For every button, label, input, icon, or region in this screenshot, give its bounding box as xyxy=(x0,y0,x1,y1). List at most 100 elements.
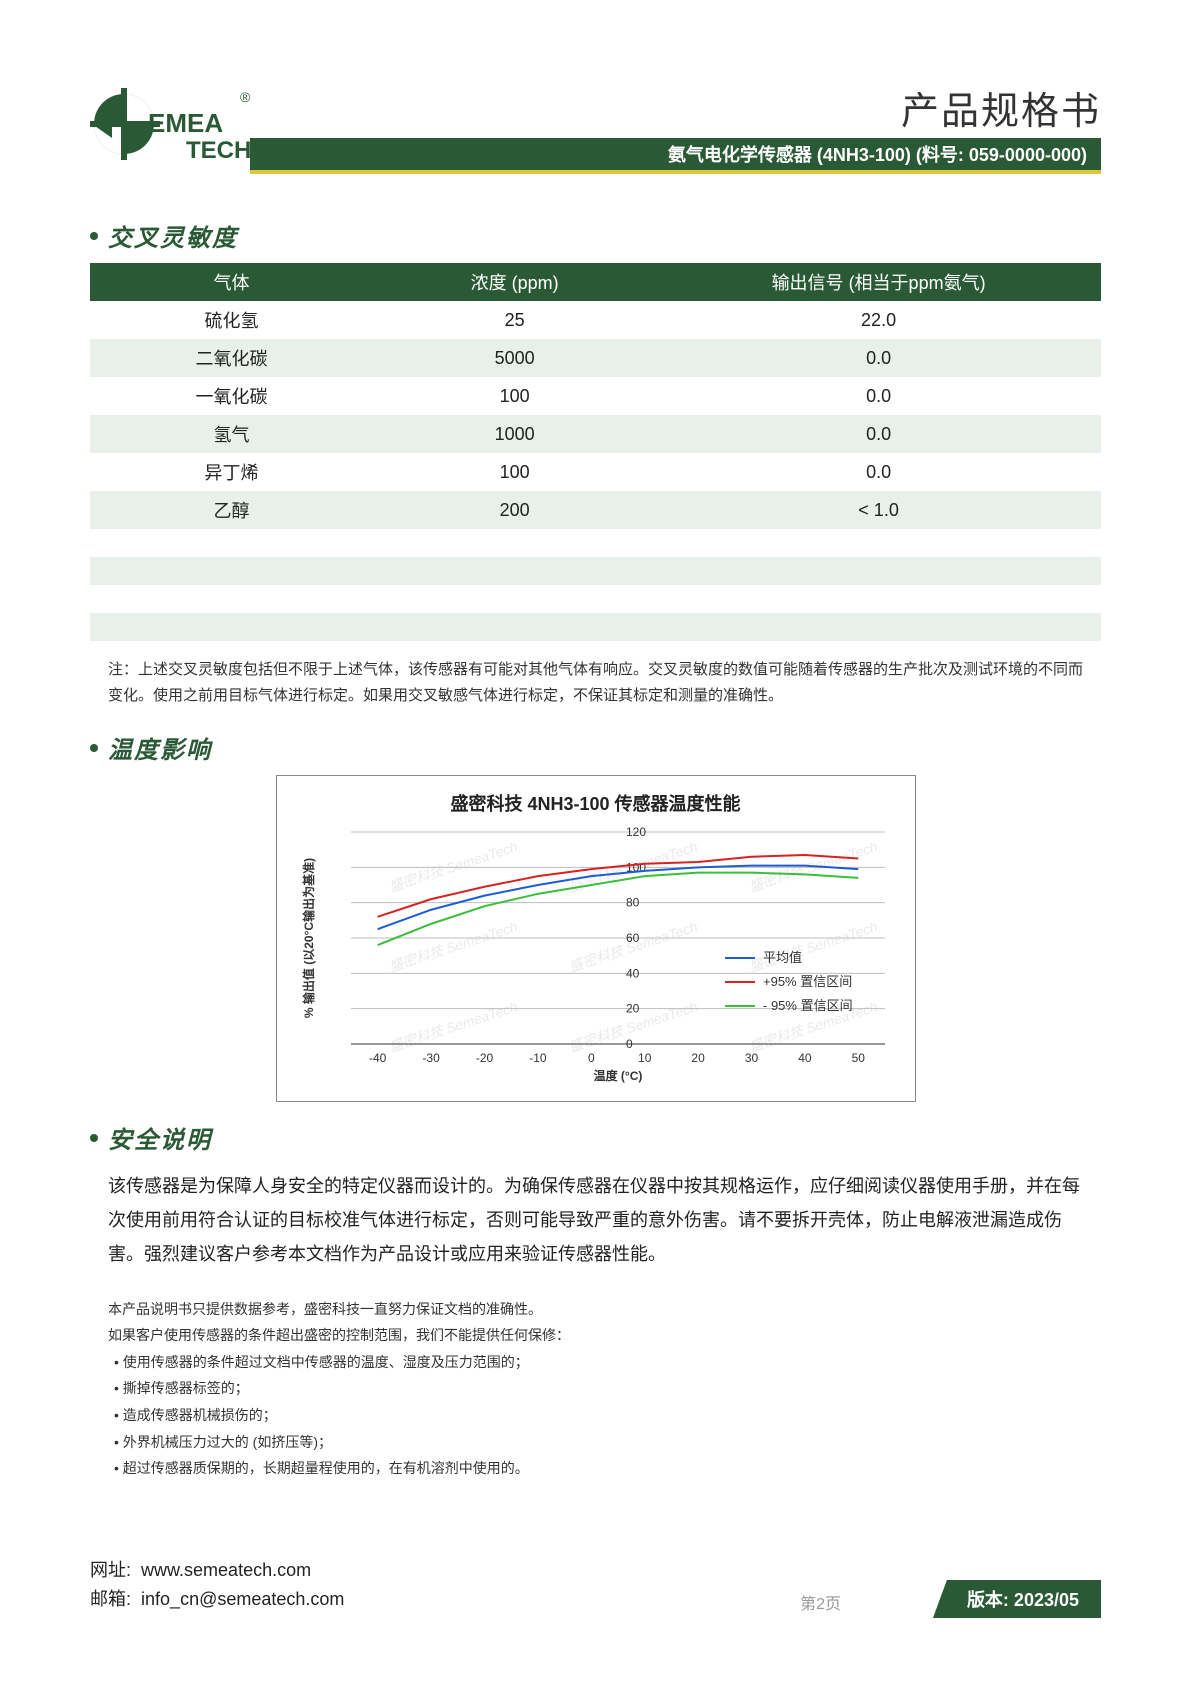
table-cell xyxy=(656,557,1101,585)
table-row xyxy=(90,585,1101,613)
section-title: 温度影响 xyxy=(108,730,212,765)
table-cell xyxy=(656,613,1101,641)
table-cell: 异丁烯 xyxy=(90,453,373,491)
bullet-icon xyxy=(90,232,98,240)
disclaimer-intro-2: 如果客户使用传感器的条件超出盛密的控制范围，我们不能提供任何保修： xyxy=(108,1322,1091,1349)
section-title: 安全说明 xyxy=(108,1120,212,1155)
table-cell xyxy=(90,529,373,557)
table-cell: 25 xyxy=(373,301,656,339)
table-cell xyxy=(656,529,1101,557)
svg-text:60: 60 xyxy=(626,931,640,945)
disclaimer-item: • 造成传感器机械损伤的； xyxy=(108,1402,1091,1429)
svg-text:+95% 置信区间: +95% 置信区间 xyxy=(763,974,852,989)
svg-text:80: 80 xyxy=(626,896,640,910)
table-cell xyxy=(90,557,373,585)
table-cell: 乙醇 xyxy=(90,491,373,529)
table-cell: 0.0 xyxy=(656,339,1101,377)
cross-sensitivity-table: 气体浓度 (ppm)输出信号 (相当于ppm氨气) 硫化氢2522.0二氧化碳5… xyxy=(90,263,1101,641)
table-cell xyxy=(373,529,656,557)
svg-text:-10: -10 xyxy=(529,1051,547,1065)
table-cell: < 1.0 xyxy=(656,491,1101,529)
footer-url-label: 网址: xyxy=(90,1560,131,1580)
section-heading-cross-sensitivity: 交叉灵敏度 xyxy=(90,218,1101,253)
table-cell: 100 xyxy=(373,453,656,491)
table-row: 一氧化碳1000.0 xyxy=(90,377,1101,415)
page-number: 第2页 xyxy=(800,1590,841,1614)
table-cell: 二氧化碳 xyxy=(90,339,373,377)
table-row xyxy=(90,613,1101,641)
bullet-icon xyxy=(90,744,98,752)
svg-text:120: 120 xyxy=(626,826,646,839)
logo-registered: ® xyxy=(240,89,251,105)
temperature-chart: 盛密科技 4NH3-100 传感器温度性能 盛密科技 SemeaTech盛密科技… xyxy=(276,775,916,1102)
section-title: 交叉灵敏度 xyxy=(108,218,238,253)
table-row: 乙醇200< 1.0 xyxy=(90,491,1101,529)
table-cell: 100 xyxy=(373,377,656,415)
table-cell xyxy=(656,585,1101,613)
svg-text:盛密科技 SemeaTech: 盛密科技 SemeaTech xyxy=(746,918,879,975)
table-cell: 硫化氢 xyxy=(90,301,373,339)
section-heading-safety: 安全说明 xyxy=(90,1120,1101,1155)
disclaimer-intro-1: 本产品说明书只提供数据参考，盛密科技一直努力保证文档的准确性。 xyxy=(108,1296,1091,1323)
table-cell: 0.0 xyxy=(656,377,1101,415)
version-badge: 版本: 2023/05 xyxy=(933,1580,1101,1618)
product-banner: 氨气电化学传感器 (4NH3-100) (料号: 059-0000-000) xyxy=(250,138,1101,174)
disclaimer-item: • 使用传感器的条件超过文档中传感器的温度、湿度及压力范围的； xyxy=(108,1349,1091,1376)
svg-text:平均值: 平均值 xyxy=(763,950,802,965)
table-row xyxy=(90,529,1101,557)
svg-text:30: 30 xyxy=(744,1051,758,1065)
svg-text:-30: -30 xyxy=(422,1051,440,1065)
table-header-cell: 气体 xyxy=(90,263,373,301)
svg-text:盛密科技 SemeaTech: 盛密科技 SemeaTech xyxy=(386,918,519,975)
table-cell xyxy=(373,613,656,641)
disclaimer-block: 本产品说明书只提供数据参考，盛密科技一直努力保证文档的准确性。 如果客户使用传感… xyxy=(90,1286,1101,1482)
footer-email-label: 邮箱: xyxy=(90,1589,131,1609)
svg-text:20: 20 xyxy=(691,1051,705,1065)
cross-sensitivity-note: 注：上述交叉灵敏度包括但不限于上述气体，该传感器有可能对其他气体有响应。交叉灵敏… xyxy=(90,651,1101,712)
disclaimer-item: • 外界机械压力过大的 (如挤压等)； xyxy=(108,1429,1091,1456)
table-cell: 22.0 xyxy=(656,301,1101,339)
svg-text:40: 40 xyxy=(798,1051,812,1065)
svg-text:10: 10 xyxy=(638,1051,652,1065)
svg-text:-40: -40 xyxy=(369,1051,387,1065)
svg-text:- 95% 置信区间: - 95% 置信区间 xyxy=(763,998,853,1013)
table-header-cell: 浓度 (ppm) xyxy=(373,263,656,301)
logo-text-top: EMEA xyxy=(148,108,223,138)
table-cell xyxy=(373,585,656,613)
page-footer: 网址: www.semeatech.com 邮箱: info_cn@semeat… xyxy=(90,1556,1101,1614)
table-row: 异丁烯1000.0 xyxy=(90,453,1101,491)
footer-email: info_cn@semeatech.com xyxy=(141,1589,344,1609)
safety-text: 该传感器是为保障人身安全的特定仪器而设计的。为确保传感器在仪器中按其规格运作，应… xyxy=(90,1165,1101,1286)
chart-title: 盛密科技 4NH3-100 传感器温度性能 xyxy=(295,790,897,816)
svg-text:% 输出值 (以20°C输出为基准): % 输出值 (以20°C输出为基准) xyxy=(301,858,316,1018)
table-header-cell: 输出信号 (相当于ppm氨气) xyxy=(656,263,1101,301)
table-cell: 0.0 xyxy=(656,415,1101,453)
svg-text:-20: -20 xyxy=(475,1051,493,1065)
svg-text:0: 0 xyxy=(587,1051,594,1065)
svg-text:盛密科技 SemeaTech: 盛密科技 SemeaTech xyxy=(386,838,519,895)
svg-text:温度 (°C): 温度 (°C) xyxy=(593,1068,642,1083)
disclaimer-item: • 撕掉传感器标签的； xyxy=(108,1375,1091,1402)
footer-url: www.semeatech.com xyxy=(141,1560,311,1580)
svg-text:盛密科技 SemeaTech: 盛密科技 SemeaTech xyxy=(386,998,519,1055)
chart-plot: 盛密科技 SemeaTech 盛密科技 SemeaTech 盛密科技 SemeaTe… xyxy=(295,826,895,1086)
svg-text:20: 20 xyxy=(626,1002,640,1016)
table-cell: 氢气 xyxy=(90,415,373,453)
brand-logo: EMEA TECH ® xyxy=(90,80,260,185)
section-heading-temp-effect: 温度影响 xyxy=(90,730,1101,765)
table-cell xyxy=(373,557,656,585)
table-cell: 一氧化碳 xyxy=(90,377,373,415)
logo-text-bottom: TECH xyxy=(186,137,251,164)
table-row: 氢气10000.0 xyxy=(90,415,1101,453)
document-title: 产品规格书 xyxy=(901,80,1101,135)
svg-text:40: 40 xyxy=(626,966,640,980)
table-cell xyxy=(90,613,373,641)
table-cell: 5000 xyxy=(373,339,656,377)
page-header: EMEA TECH ® 产品规格书 氨气电化学传感器 (4NH3-100) (料… xyxy=(90,80,1101,190)
table-cell: 0.0 xyxy=(656,453,1101,491)
table-row: 二氧化碳50000.0 xyxy=(90,339,1101,377)
table-cell: 200 xyxy=(373,491,656,529)
table-row: 硫化氢2522.0 xyxy=(90,301,1101,339)
table-row xyxy=(90,557,1101,585)
table-cell xyxy=(90,585,373,613)
